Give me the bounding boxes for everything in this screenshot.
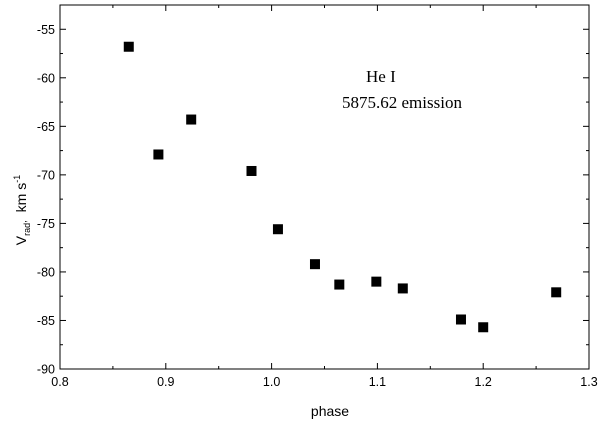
x-tick-label: 1.0 <box>263 375 280 389</box>
data-point <box>272 224 283 235</box>
y-tick-label: -90 <box>37 363 55 377</box>
y-tick-label: -75 <box>37 217 55 231</box>
y-tick-label: -70 <box>37 168 55 182</box>
y-tick-label: -60 <box>37 71 55 85</box>
annotation-line-1: He I <box>366 67 396 86</box>
data-point <box>455 314 466 325</box>
y-axis-title: Vrad, km s-1 <box>12 175 32 245</box>
data-point <box>334 279 345 290</box>
y-axis-title-superscript: -1 <box>12 175 22 183</box>
data-point <box>478 322 489 333</box>
x-axis-title: phase <box>311 403 349 419</box>
data-point <box>153 149 164 160</box>
data-point <box>246 165 257 176</box>
data-point <box>186 114 197 125</box>
y-tick-label: -55 <box>37 23 55 37</box>
y-tick-label: -85 <box>37 314 55 328</box>
x-tick-label: 1.2 <box>475 375 492 389</box>
annotation-line-2: 5875.62 emission <box>342 93 462 112</box>
x-tick-label: 0.8 <box>51 375 68 389</box>
y-tick-label: -80 <box>37 265 55 279</box>
data-point <box>551 287 562 298</box>
y-tick-label: -65 <box>37 120 55 134</box>
x-tick-label: 0.9 <box>157 375 174 389</box>
x-tick-label: 1.1 <box>369 375 386 389</box>
data-point <box>309 259 320 270</box>
x-tick-label: 1.3 <box>580 375 597 389</box>
data-point <box>397 283 408 294</box>
y-axis-title-subscript: rad <box>22 223 32 236</box>
data-point <box>371 276 382 287</box>
data-points <box>123 41 562 333</box>
y-axis-title-comma: , <box>18 220 28 223</box>
x-axis-ticks: 0.8 0.9 1.0 1.1 1.2 1.3 <box>51 5 598 389</box>
data-point <box>123 41 134 52</box>
y-axis-title-unit: km s <box>13 183 29 213</box>
y-axis-ticks: -55 -60 -65 -70 -75 -80 -85 -90 <box>37 4 589 377</box>
y-axis-title-main: V <box>13 235 29 245</box>
plot-frame <box>59 4 590 370</box>
